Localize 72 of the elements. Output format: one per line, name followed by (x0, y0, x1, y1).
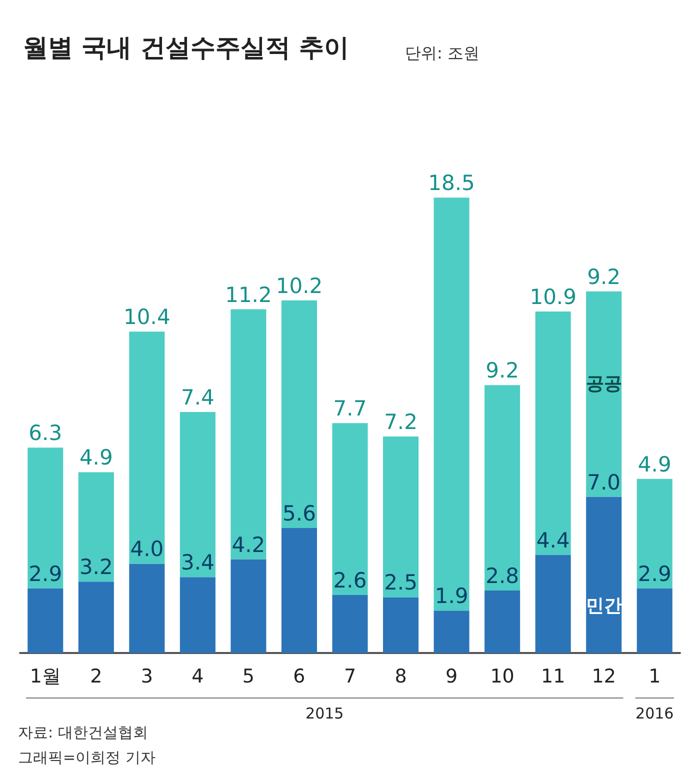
bar (484, 385, 520, 591)
bar (281, 300, 317, 528)
data-label: 2.9 (28, 562, 62, 586)
data-label: 7.7 (333, 396, 367, 421)
bar (383, 436, 419, 598)
bar (78, 472, 114, 582)
x-tick-label: 1월 (30, 666, 61, 688)
bar (28, 448, 64, 588)
series-label: 공공 (586, 373, 622, 394)
x-tick-label: 11 (540, 666, 566, 688)
bar (230, 309, 266, 560)
bar (332, 594, 368, 653)
data-label: 18.5 (428, 171, 475, 196)
bar (383, 597, 419, 653)
bar (535, 554, 571, 653)
chart-title: 월별 국내 건설수주실적 추이 (23, 33, 350, 62)
bar (484, 590, 520, 653)
x-tick-label: 7 (344, 666, 356, 688)
text: 2016 (636, 704, 674, 722)
bar (230, 559, 266, 653)
bar (586, 496, 622, 653)
bar (535, 312, 571, 555)
bar (129, 564, 165, 653)
x-tick-label: 3 (140, 666, 153, 688)
data-label: 9.2 (486, 358, 520, 383)
bar (586, 291, 622, 497)
data-label: 4.9 (79, 446, 113, 470)
x-tick-label: 12 (592, 666, 616, 688)
data-label: 4.0 (130, 537, 164, 562)
data-label: 9.2 (587, 264, 621, 289)
text: 그래픽=이희정 기자 (18, 748, 156, 766)
data-label: 2.9 (638, 562, 672, 586)
bar (180, 412, 216, 578)
text: 2015 (306, 704, 344, 722)
data-label: 7.4 (180, 385, 214, 410)
bar (636, 478, 672, 588)
data-label: 2.5 (384, 570, 418, 595)
bar (434, 198, 470, 611)
bar (180, 577, 216, 653)
x-tick-label: 10 (490, 666, 514, 688)
data-label: 7.2 (384, 410, 418, 434)
x-tick-label: 1 (648, 666, 661, 688)
bar (636, 588, 672, 653)
data-label: 1.9 (434, 584, 468, 608)
data-label: 2.6 (333, 568, 367, 592)
bar (281, 528, 317, 653)
x-tick-label: 6 (293, 666, 306, 688)
data-label: 4.2 (232, 532, 266, 557)
x-tick-label: 2 (90, 666, 102, 688)
data-label: 4.4 (536, 528, 570, 552)
data-label: 3.2 (79, 555, 113, 580)
data-label: 10.2 (276, 274, 323, 298)
x-tick-label: 9 (445, 666, 458, 688)
text: 자료: 대한건설협회 (18, 724, 148, 742)
data-label: 3.4 (180, 550, 214, 575)
bar (78, 582, 114, 653)
x-tick-label: 4 (192, 666, 204, 688)
data-label: 6.3 (28, 421, 62, 446)
data-label: 10.4 (124, 305, 170, 330)
x-tick-label: 5 (242, 666, 255, 688)
data-label: 10.9 (530, 285, 576, 310)
x-tick-label: 8 (394, 666, 407, 688)
chart-subtitle: 단위: 조원 (405, 44, 480, 62)
data-label: 11.2 (225, 282, 272, 307)
bar (332, 423, 368, 595)
data-label: 5.6 (282, 502, 316, 526)
bar (28, 588, 64, 653)
bar (434, 610, 470, 653)
data-label: 2.8 (486, 564, 520, 588)
data-label: 4.9 (638, 452, 672, 476)
data-label: 7.0 (587, 470, 621, 494)
bar (129, 332, 165, 564)
